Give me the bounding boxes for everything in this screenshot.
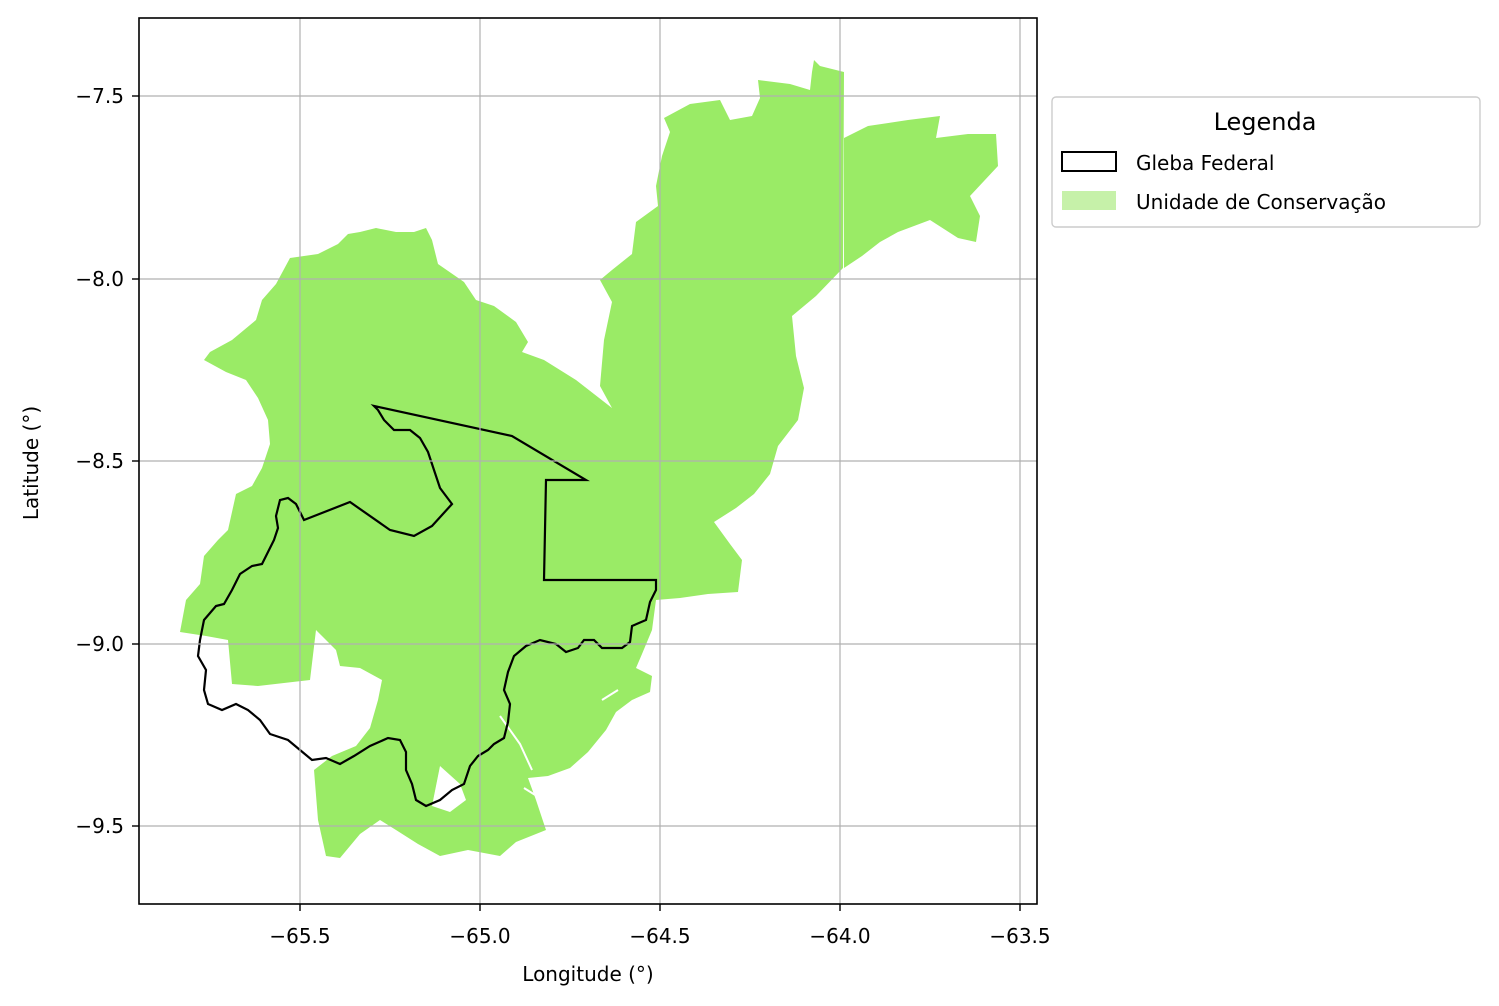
xtick-label-1: −65.5 xyxy=(269,924,330,948)
xtick-label-5: −63.5 xyxy=(989,924,1050,948)
ytick-label-3: −8.5 xyxy=(75,449,124,473)
ytick-label-2: −8.0 xyxy=(75,267,124,291)
legend-title: Legenda xyxy=(1214,108,1317,136)
legend-swatch-gleba xyxy=(1061,151,1117,172)
tick-marks xyxy=(132,95,1021,911)
legend-box xyxy=(1051,96,1481,228)
xtick-label-3: −64.5 xyxy=(629,924,690,948)
ytick-label-4: −9.0 xyxy=(75,632,124,656)
legend: Legenda Gleba Federal Unidade de Conserv… xyxy=(1051,96,1481,228)
grid-lines xyxy=(139,18,1037,904)
xtick-label-4: −64.0 xyxy=(809,924,870,948)
y-axis-title: Latitude (°) xyxy=(19,406,43,520)
legend-label-gleba: Gleba Federal xyxy=(1136,151,1274,175)
gleba-federal-outline xyxy=(196,404,658,808)
xtick-label-2: −65.0 xyxy=(449,924,510,948)
conservation-unit-polygon xyxy=(180,60,998,858)
ytick-label-5: −9.5 xyxy=(75,814,124,838)
legend-label-conservation: Unidade de Conservação xyxy=(1136,190,1386,214)
x-axis-title: Longitude (°) xyxy=(522,962,653,986)
legend-swatch-conservation xyxy=(1062,191,1116,210)
ytick-label-1: −7.5 xyxy=(75,84,124,108)
